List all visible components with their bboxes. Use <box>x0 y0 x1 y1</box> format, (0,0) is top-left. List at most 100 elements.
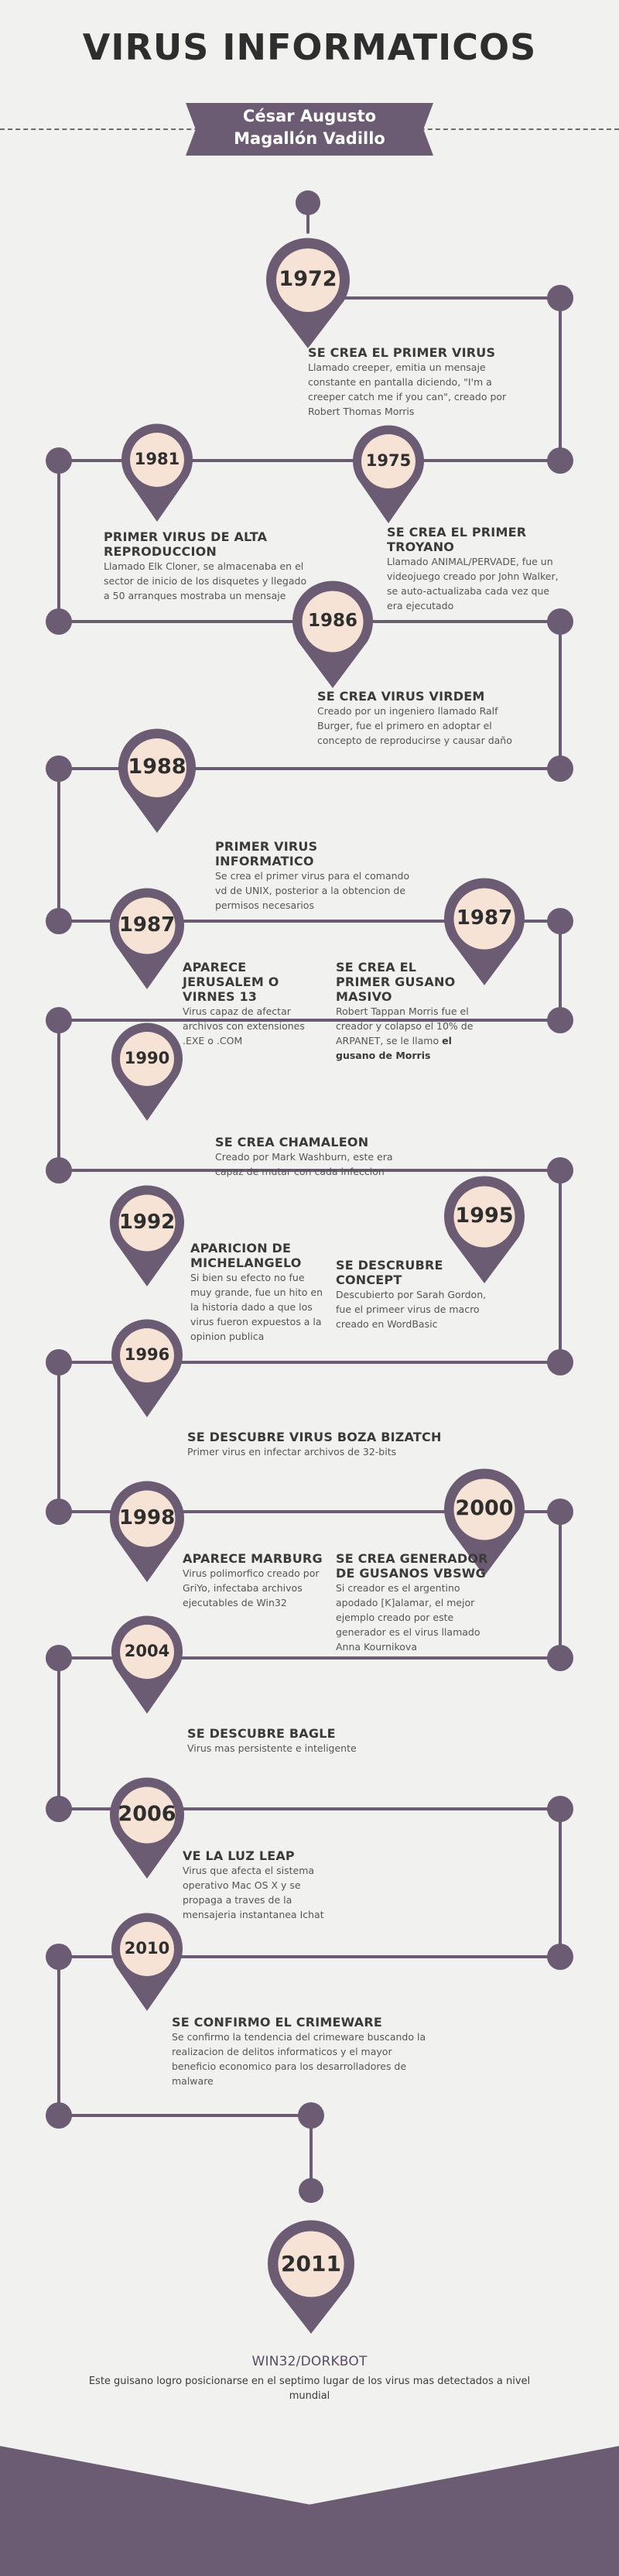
event-description-text: Llamado creeper, emitia un mensaje const… <box>308 361 507 417</box>
event-description-text: Se crea el primer virus para el comando … <box>215 870 410 911</box>
event-description: Virus que afecta el sistema operativo Ma… <box>183 1863 337 1922</box>
year-label: 1972 <box>279 267 337 292</box>
year-label: 1995 <box>455 1204 514 1228</box>
event-heading: SE DESCRUBRE CONCEPT <box>336 1258 443 1287</box>
event-card: PRIMER VIRUS DE ALTA REPRODUCCION Llamado… <box>104 529 314 603</box>
year-label: 2010 <box>124 1938 170 1958</box>
event-description-text: Descubierto por Sarah Gordon, fue el pri… <box>336 1289 487 1330</box>
year-marker: 2011 <box>265 2218 357 2335</box>
event-heading: SE CREA GENERADOR DE GUSANOS VBSWG <box>336 1551 488 1581</box>
event-heading: SE CONFIRMO EL CRIMEWARE <box>172 2015 382 2030</box>
event-description: Llamado ANIMAL/PERVADE, fue un videojueg… <box>387 554 566 613</box>
year-label: 1990 <box>124 1048 170 1067</box>
event-description: Virus capaz de afectar archivos con exte… <box>183 1004 328 1048</box>
event-heading: SE CREA CHAMALEON <box>215 1135 369 1149</box>
year-marker: 1988 <box>115 726 199 834</box>
year-marker: 1990 <box>108 1020 186 1122</box>
event-description: Llamado Elk Cloner, se almacenaba en el … <box>104 559 314 603</box>
event-description: Se crea el primer virus para el comando … <box>215 868 416 913</box>
event-heading: WIN32/DORKBOT <box>251 2354 368 2369</box>
event-description: Llamado creeper, emitia un mensaje const… <box>308 360 509 419</box>
year-label: 1988 <box>128 755 186 779</box>
year-marker: 1987 <box>107 886 187 991</box>
event-description-text: Este guisano logro posicionarse en el se… <box>88 2376 531 2402</box>
event-description-text: Virus que afecta el sistema operativo Ma… <box>183 1865 324 1920</box>
event-description-text: Se confirmo la tendencia del crimeware b… <box>172 2031 426 2087</box>
event-heading: PRIMER VIRUS INFORMATICO <box>215 839 318 868</box>
event-card: PRIMER VIRUS INFORMATICO Se crea el prime… <box>215 839 416 913</box>
event-description: Robert Tappan Morris fue el creador y co… <box>336 1004 475 1063</box>
event-card: APARECE MARBURG Virus polimorfico creado … <box>183 1551 330 1610</box>
year-label: 1986 <box>307 610 357 631</box>
year-marker: 2000 <box>441 1466 528 1577</box>
author-name: César Augusto Magallón Vadillo <box>186 105 433 150</box>
event-heading: SE CREA EL PRIMER TROYANO <box>387 525 527 554</box>
event-heading: PRIMER VIRUS DE ALTA REPRODUCCION <box>104 529 268 559</box>
event-description-text: Llamado ANIMAL/PERVADE, fue un videojueg… <box>387 556 559 611</box>
event-description-text: Virus mas persistente e inteligente <box>187 1742 357 1754</box>
event-card: SE CREA GENERADOR DE GUSANOS VBSWG Si cre… <box>336 1551 491 1654</box>
year-label: 1987 <box>456 906 513 930</box>
year-label: 1975 <box>365 450 412 470</box>
event-description: Se confirmo la tendencia del crimeware b… <box>172 2030 427 2088</box>
event-heading: SE DESCUBRE VIRUS BOZA BIZATCH <box>187 1430 442 1444</box>
year-marker: 1986 <box>289 578 376 690</box>
year-label: 2000 <box>455 1496 514 1521</box>
event-description: Este guisano logro posicionarse en el se… <box>77 2374 542 2403</box>
event-card: SE CREA VIRUS VIRDEM Creado por un ingeni… <box>317 689 526 748</box>
year-marker: 1972 <box>263 235 353 350</box>
event-description-text: Robert Tappan Morris fue el creador y co… <box>336 1005 474 1046</box>
event-card: SE CREA EL PRIMER GUSANO MASIVO Robert Ta… <box>336 960 475 1063</box>
author-banner <box>186 103 433 156</box>
event-description-text: Virus polimorfico creado por GriYo, infe… <box>183 1567 320 1608</box>
event-heading: APARECE JERUSALEM O VIRNES 13 <box>183 960 279 1004</box>
year-marker: 2010 <box>108 1910 186 2012</box>
event-description: Virus polimorfico creado por GriYo, infe… <box>183 1566 330 1610</box>
event-heading: SE CREA EL PRIMER GUSANO MASIVO <box>336 960 456 1004</box>
event-description-text: Llamado Elk Cloner, se almacenaba en el … <box>104 560 307 601</box>
year-marker: 1992 <box>107 1183 187 1288</box>
event-description-text: Creado por un ingeniero llamado Ralf Bur… <box>317 705 512 746</box>
event-description: Creado por Mark Washburn, este era capaz… <box>215 1149 393 1179</box>
event-heading: SE CREA VIRUS VIRDEM <box>317 689 485 704</box>
event-card: SE CREA CHAMALEON Creado por Mark Washbur… <box>215 1135 393 1179</box>
year-marker: 1998 <box>107 1478 187 1584</box>
year-marker: 1975 <box>350 423 427 525</box>
year-marker: 1987 <box>441 875 528 987</box>
event-description: Si bien su efecto no fue muy grande, fue… <box>190 1270 328 1344</box>
event-description-text: Si bien su efecto no fue muy grande, fue… <box>190 1272 323 1342</box>
event-heading: SE CREA EL PRIMER VIRUS <box>308 345 496 360</box>
event-heading: APARECE MARBURG <box>183 1551 323 1566</box>
page-title: VIRUS INFORMATICOS <box>82 26 537 68</box>
event-card: APARECE JERUSALEM O VIRNES 13 Virus capaz… <box>183 960 328 1048</box>
year-label: 2011 <box>281 2250 341 2276</box>
event-description-text: Si creador es el argentino apodado [K]al… <box>336 1582 480 1653</box>
event-card: SE DESCRUBRE CONCEPT Descubierto por Sara… <box>336 1258 498 1331</box>
year-label: 1981 <box>134 449 180 468</box>
year-label: 1998 <box>118 1506 176 1530</box>
event-card: SE DESCUBRE BAGLE Virus mas persistente e… <box>187 1726 419 1756</box>
event-heading: APARICION DE MICHELANGELO <box>190 1241 302 1270</box>
year-marker: 1996 <box>108 1317 186 1419</box>
event-card: APARICION DE MICHELANGELO Si bien su efec… <box>190 1241 328 1344</box>
event-description-text: Virus capaz de afectar archivos con exte… <box>183 1005 305 1046</box>
event-description: Primer virus en infectar archivos de 32-… <box>187 1444 466 1459</box>
event-description-text: Primer virus en infectar archivos de 32-… <box>187 1446 397 1458</box>
event-card: VE LA LUZ LEAP Virus que afecta el sistem… <box>183 1848 337 1922</box>
year-marker: 1995 <box>441 1173 528 1285</box>
event-description-text: Creado por Mark Washburn, este era capaz… <box>215 1151 393 1177</box>
event-description: Descubierto por Sarah Gordon, fue el pri… <box>336 1287 498 1331</box>
year-label: 2006 <box>118 1802 176 1827</box>
year-marker: 2004 <box>108 1613 186 1715</box>
year-marker: 2006 <box>107 1775 187 1880</box>
event-card: SE CREA EL PRIMER TROYANO Llamado ANIMAL/… <box>387 525 566 613</box>
year-label: 1996 <box>124 1345 170 1364</box>
year-label: 1992 <box>118 1210 176 1234</box>
event-description: Virus mas persistente e inteligente <box>187 1741 419 1756</box>
event-card: SE DESCUBRE VIRUS BOZA BIZATCH Primer vir… <box>187 1430 466 1459</box>
event-description: Creado por un ingeniero llamado Ralf Bur… <box>317 704 526 748</box>
event-card: SE CONFIRMO EL CRIMEWARE Se confirmo la t… <box>172 2015 427 2088</box>
event-description: Si creador es el argentino apodado [K]al… <box>336 1581 491 1654</box>
year-label: 2004 <box>124 1641 170 1660</box>
